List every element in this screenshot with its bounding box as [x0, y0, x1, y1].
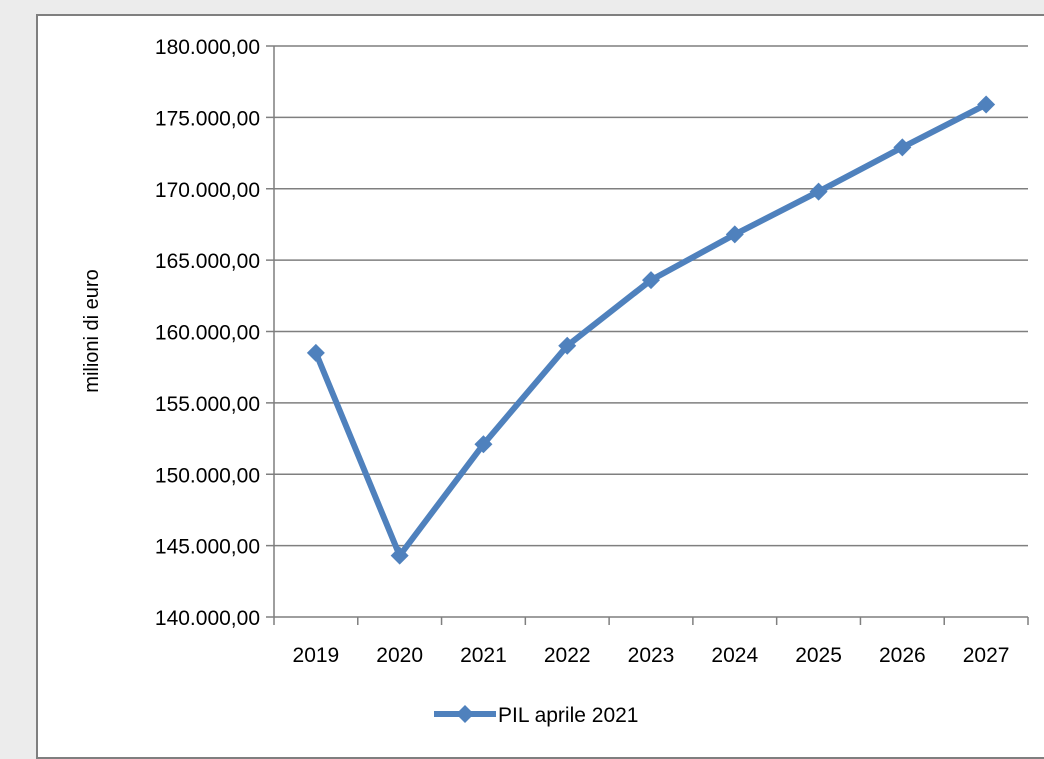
y-tick-label: 180.000,00: [155, 36, 260, 59]
x-tick-labels: 2019 2020 2021 2022 2023 2024 2025 2026 2027: [293, 644, 1010, 667]
y-tick-label: 170.000,00: [155, 179, 260, 202]
data-point-marker: [306, 343, 325, 362]
y-axis-title: milioni di euro: [81, 269, 103, 392]
legend-diamond-marker: [456, 705, 474, 723]
x-tick-label: 2019: [293, 644, 340, 667]
data-point-marker: [725, 225, 744, 244]
x-tick-label: 2021: [460, 644, 507, 667]
series-layer: [306, 95, 996, 565]
gridlines: [274, 45, 1028, 618]
data-point-marker: [977, 95, 996, 114]
data-point-marker: [390, 546, 409, 565]
y-tick-label: 155.000,00: [155, 393, 260, 416]
y-tick-label: 175.000,00: [155, 107, 260, 130]
y-tick-label: 160.000,00: [155, 322, 260, 345]
x-tick-label: 2027: [963, 644, 1010, 667]
x-tick-label: 2024: [711, 644, 758, 667]
y-tick-label: 140.000,00: [155, 607, 260, 630]
chart-frame: [36, 14, 1044, 759]
data-point-marker: [642, 271, 660, 290]
x-tick-label: 2020: [376, 644, 423, 667]
data-point-marker: [474, 435, 493, 454]
legend-label: PIL aprile 2021: [498, 704, 639, 727]
y-tick-label: 150.000,00: [155, 464, 260, 487]
legend: PIL aprile 2021: [434, 704, 639, 727]
axes: [266, 45, 1029, 625]
data-point-marker: [893, 138, 912, 157]
data-point-marker: [558, 336, 577, 355]
x-tick-label: 2023: [628, 644, 675, 667]
x-tick-label: 2022: [544, 644, 591, 667]
y-tick-label: 165.000,00: [155, 250, 260, 273]
x-tick-label: 2026: [879, 644, 926, 667]
y-tick-label: 145.000,00: [155, 536, 260, 559]
y-tick-labels: 140.000,00 145.000,00 150.000,00 155.000,00…: [155, 36, 260, 630]
series-line: [312, 101, 990, 559]
data-point-marker: [809, 182, 828, 201]
x-tick-label: 2025: [795, 644, 842, 667]
